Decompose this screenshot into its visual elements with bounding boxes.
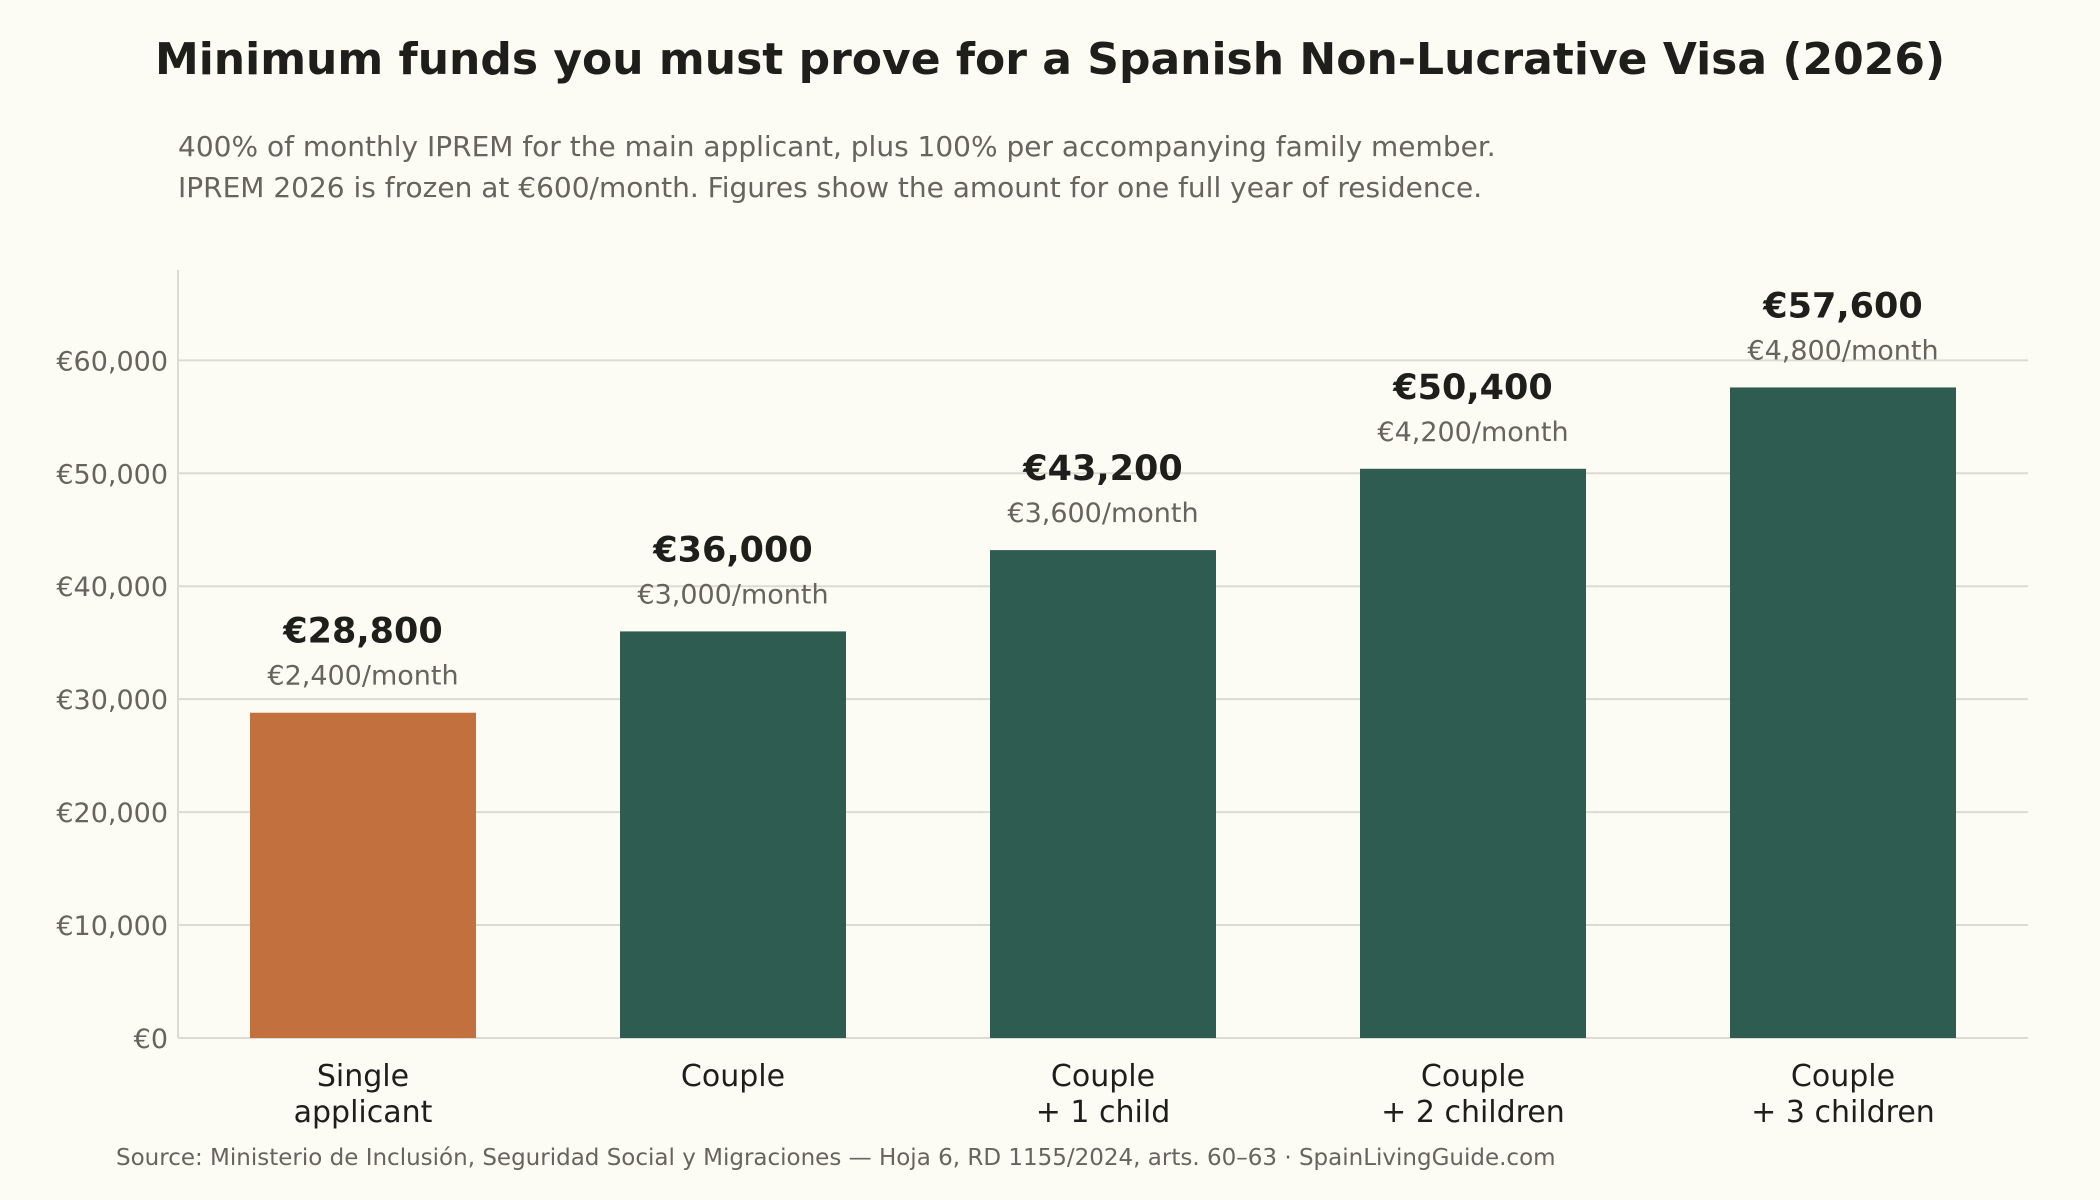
x-tick-label: + 2 children (1381, 1095, 1565, 1130)
bar-value-label: €36,000 (652, 530, 812, 570)
bar (1360, 468, 1586, 1038)
x-tick-label: Couple (1791, 1059, 1895, 1094)
x-tick-label: Couple (1051, 1059, 1155, 1094)
bar-value-label: €28,800 (282, 612, 442, 652)
y-tick-label: €30,000 (56, 685, 168, 716)
chart-subtitle-line-2: IPREM 2026 is frozen at €600/month. Figu… (178, 171, 1483, 204)
y-tick-label: €50,000 (56, 459, 168, 490)
x-tick-label: + 3 children (1751, 1095, 1935, 1130)
chart-subtitle-line-1: 400% of monthly IPREM for the main appli… (178, 130, 1496, 163)
bar (990, 550, 1216, 1038)
bar-monthly-label: €3,000/month (637, 579, 828, 610)
chart-source: Source: Ministerio de Inclusión, Segurid… (116, 1145, 1556, 1171)
bar (1730, 387, 1956, 1038)
chart-title: Minimum funds you must prove for a Spani… (154, 34, 1946, 85)
bar-monthly-label: €4,800/month (1747, 335, 1938, 366)
y-tick-label: €40,000 (56, 572, 168, 603)
y-tick-label: €10,000 (56, 911, 168, 942)
x-tick-label: Single (317, 1059, 409, 1094)
y-tick-label: €60,000 (56, 346, 168, 377)
bar-value-label: €50,400 (1392, 368, 1552, 408)
bar (620, 631, 846, 1038)
bar (250, 712, 476, 1038)
bar-monthly-label: €3,600/month (1007, 498, 1198, 529)
x-tick-label: applicant (294, 1095, 433, 1130)
bar-value-label: €43,200 (1022, 449, 1182, 489)
bar-value-label: €57,600 (1762, 286, 1922, 326)
bar-monthly-label: €4,200/month (1377, 417, 1568, 448)
bar-monthly-label: €2,400/month (267, 661, 458, 692)
y-tick-label: €20,000 (56, 798, 168, 829)
x-tick-label: + 1 child (1036, 1095, 1171, 1130)
x-tick-label: Couple (681, 1059, 785, 1094)
x-tick-label: Couple (1421, 1059, 1525, 1094)
y-tick-label: €0 (134, 1024, 168, 1055)
